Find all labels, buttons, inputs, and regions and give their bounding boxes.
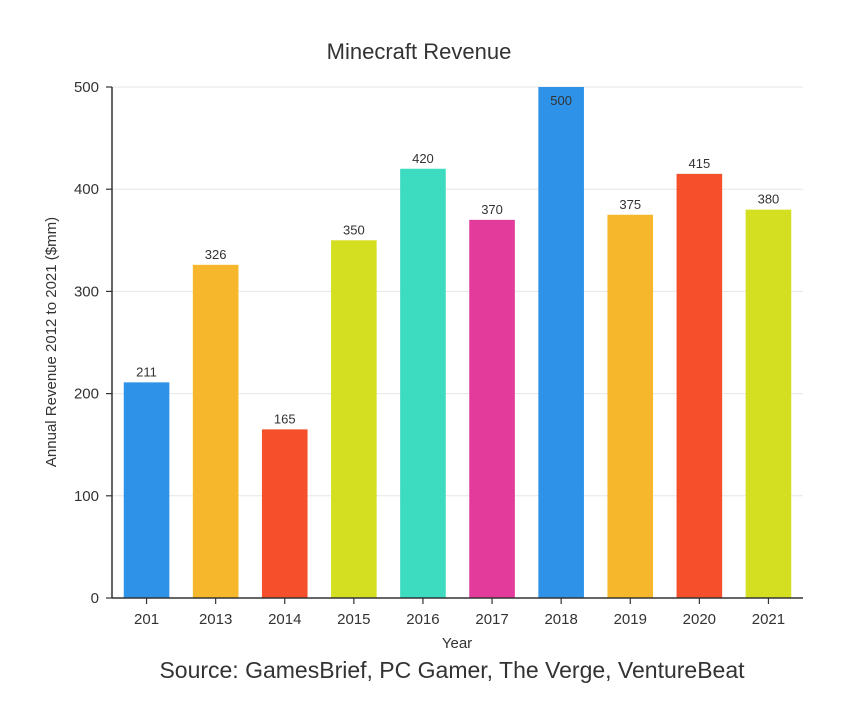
x-tick-label: 201 [134,611,159,628]
bar [469,219,515,599]
x-tick-label: 2017 [475,611,508,628]
source-note: Source: GamesBrief, PC Gamer, The Verge,… [159,657,745,683]
x-axis-ticks: 201 2013 2014 2015 2016 2017 2018 2019 2020 2021 [134,598,785,628]
bar [331,240,377,599]
bar [123,382,170,598]
data-label: 165 [274,411,296,426]
bar [745,209,792,598]
x-tick-label: 2018 [544,611,577,628]
data-labels: 211 326 165 350 420 370 500 375 415 380 [136,93,779,426]
y-tick-label: 100 [74,488,99,505]
x-tick-label: 2021 [752,611,785,628]
data-label: 380 [758,192,780,207]
data-label: 350 [343,222,365,237]
data-label: 326 [205,247,227,262]
bar [607,214,654,598]
data-label: 420 [412,151,434,166]
bar [538,87,584,598]
chart-title: Minecraft Revenue [327,39,512,64]
x-tick-label: 2015 [337,611,370,628]
y-tick-label: 300 [74,283,99,300]
data-label: 211 [136,364,157,379]
x-tick-label: 2020 [683,611,716,628]
data-label: 500 [550,93,572,108]
x-tick-label: 2019 [614,611,647,628]
y-tick-label: 0 [91,590,99,607]
data-label: 375 [619,197,641,212]
x-tick-label: 2013 [199,611,232,628]
y-axis-ticks: 0 100 200 300 400 500 [74,79,112,607]
x-tick-label: 2016 [406,611,439,628]
bar [261,429,308,598]
data-label: 370 [481,202,503,217]
bars [123,87,792,599]
bar [192,264,239,598]
y-tick-label: 500 [74,79,99,96]
data-label: 415 [688,156,710,171]
x-axis-title: Year [442,635,472,652]
x-tick-label: 2014 [268,611,301,628]
y-axis-title: Annual Revenue 2012 to 2021 ($mm) [43,217,60,467]
y-tick-label: 400 [74,181,99,198]
bar [400,168,446,598]
bar [676,173,723,598]
y-tick-label: 200 [74,386,99,403]
